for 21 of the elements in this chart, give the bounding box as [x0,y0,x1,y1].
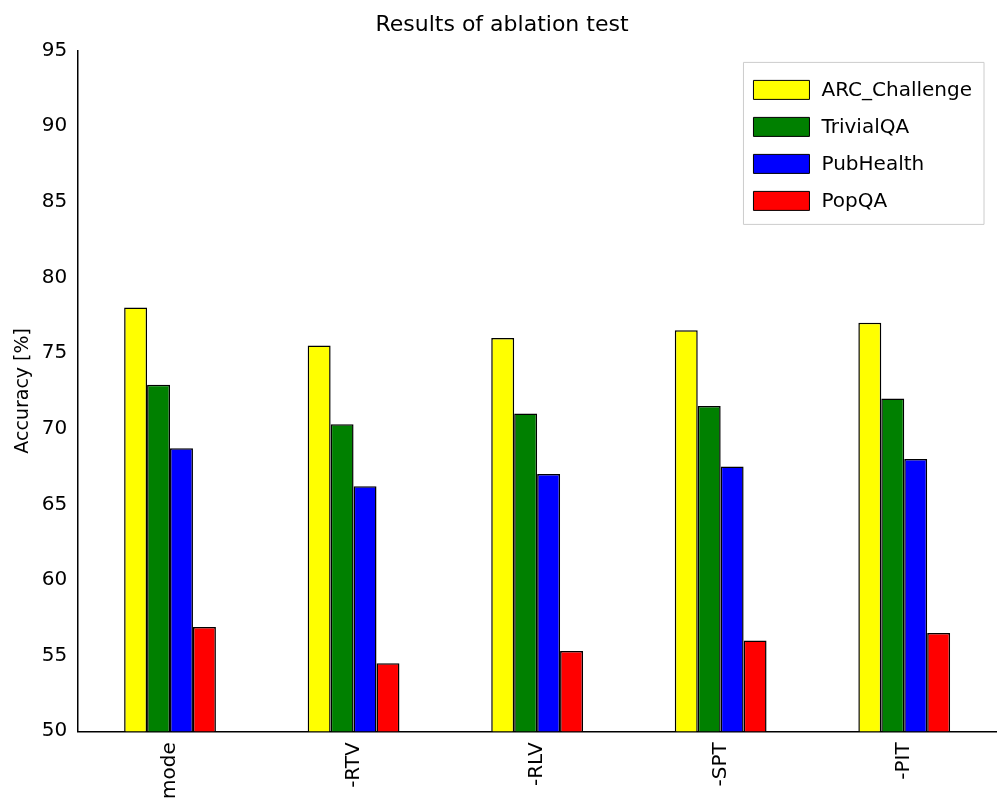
x-tick-label: -RLV [523,741,548,787]
y-tick-label: 60 [41,566,68,591]
y-tick-label: 70 [41,414,68,439]
chart-title: Results of ablation test [375,10,629,36]
legend-label: PopQA [821,187,888,212]
x-tick-label: -SPT [706,741,731,787]
x-tick-label: -RTV [339,741,364,788]
legend-label: PubHealth [821,150,925,175]
legend-label: ARC_Challenge [821,76,973,101]
y-tick-label: 95 [41,36,68,61]
y-tick-label: 50 [41,717,68,742]
x-tick-label: -PIT [890,741,915,780]
y-tick-label: 90 [41,112,68,137]
x-tick-label: mode [156,742,181,799]
legend-label: TrivialQA [820,113,910,138]
y-tick-label: 55 [41,641,68,666]
y-tick-label: 80 [41,263,68,288]
y-tick-label: 85 [41,187,68,212]
y-axis-title: Accuracy [%] [10,328,33,454]
y-tick-label: 75 [41,339,68,364]
y-tick-label: 65 [41,490,68,515]
